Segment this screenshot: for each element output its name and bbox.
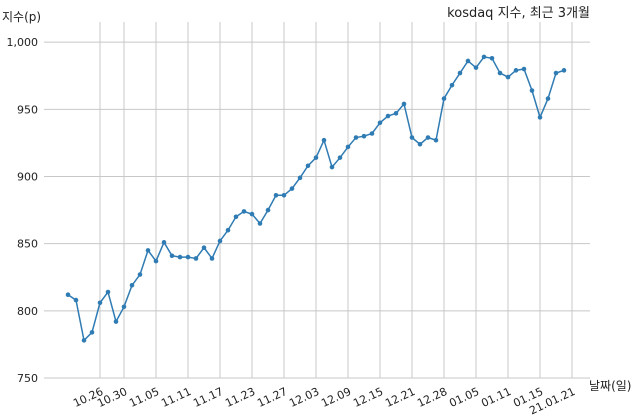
data-point	[233, 214, 239, 220]
data-point	[97, 300, 103, 306]
data-point	[73, 297, 79, 303]
data-point	[129, 283, 135, 288]
data-point	[65, 292, 71, 298]
chart-title: kosdaq 지수, 최근 3개월	[447, 6, 590, 21]
data-point	[433, 137, 439, 143]
data-point	[177, 254, 183, 260]
x-axis-label: 날짜(일)	[589, 379, 631, 393]
x-tick-label: 12.09	[319, 385, 353, 410]
data-point	[401, 101, 407, 107]
x-tick-label: 01.11	[479, 385, 513, 410]
x-tick-label: 11.23	[223, 385, 257, 410]
x-tick-label: 11.11	[159, 385, 193, 410]
x-tick-label: 01.05	[447, 385, 481, 410]
data-point	[545, 96, 551, 101]
data-point	[337, 155, 343, 160]
data-point	[209, 256, 215, 261]
data-point	[161, 240, 167, 245]
y-axis-ticks: 750 800 850 900 950 1,000	[7, 36, 39, 385]
data-point	[513, 68, 519, 73]
x-axis-ticks: 10.2610.3011.0511.1111.1711.2311.2712.03…	[71, 385, 577, 417]
data-point	[201, 245, 207, 250]
data-point	[441, 96, 447, 101]
y-tick-label: 850	[17, 238, 38, 251]
y-tick-label: 1,000	[7, 36, 39, 49]
data-point	[153, 258, 159, 264]
data-point	[481, 54, 487, 60]
data-point	[425, 135, 431, 140]
y-tick-label: 900	[17, 170, 38, 183]
data-point	[385, 113, 391, 119]
x-tick-label: 12.03	[287, 385, 321, 410]
data-point	[257, 221, 263, 226]
data-point	[169, 253, 175, 259]
data-point	[393, 111, 399, 116]
x-tick-label: 12.15	[351, 385, 385, 410]
data-point	[377, 120, 383, 126]
data-point	[241, 209, 247, 214]
data-point	[273, 192, 279, 198]
data-point	[321, 137, 327, 143]
data-point	[561, 68, 567, 73]
data-point	[305, 163, 311, 169]
data-point	[281, 192, 287, 198]
y-tick-label: 950	[17, 103, 38, 116]
data-point	[449, 82, 455, 88]
data-point	[105, 289, 111, 295]
data-point	[121, 304, 127, 310]
x-tick-label: 11.27	[255, 385, 289, 410]
data-point	[473, 65, 479, 70]
data-point	[505, 74, 511, 80]
data-point	[193, 256, 199, 261]
data-point	[409, 135, 415, 140]
y-axis-label: 지수(p)	[2, 10, 41, 24]
grid-lines	[44, 22, 590, 379]
data-point	[289, 186, 295, 191]
y-tick-label: 800	[17, 305, 38, 318]
data-point	[81, 338, 87, 343]
data-point	[521, 66, 527, 72]
data-point	[313, 155, 319, 160]
x-tick-label: 12.21	[383, 385, 417, 410]
data-points	[65, 54, 567, 343]
x-tick-label: 12.28	[415, 385, 449, 410]
data-point	[137, 272, 143, 277]
data-point	[417, 141, 423, 147]
data-point	[345, 144, 351, 150]
x-tick-label: 11.05	[127, 385, 161, 410]
y-tick-label: 750	[17, 372, 38, 385]
data-point	[553, 70, 559, 76]
data-point	[457, 70, 463, 76]
data-point	[497, 70, 503, 76]
data-point	[353, 135, 359, 140]
data-point	[489, 55, 495, 61]
data-point	[225, 227, 231, 233]
data-point	[145, 248, 151, 253]
data-point	[529, 88, 535, 93]
data-point	[369, 131, 375, 136]
data-point	[465, 58, 471, 64]
data-point	[537, 115, 543, 120]
data-point	[185, 254, 191, 260]
data-point	[89, 330, 95, 335]
data-point	[297, 175, 303, 181]
x-tick-label: 11.17	[191, 385, 225, 410]
data-point	[265, 207, 271, 213]
data-point	[217, 238, 223, 244]
data-point	[361, 133, 367, 139]
data-point	[329, 164, 335, 170]
data-point	[249, 211, 255, 217]
data-point	[113, 319, 119, 324]
